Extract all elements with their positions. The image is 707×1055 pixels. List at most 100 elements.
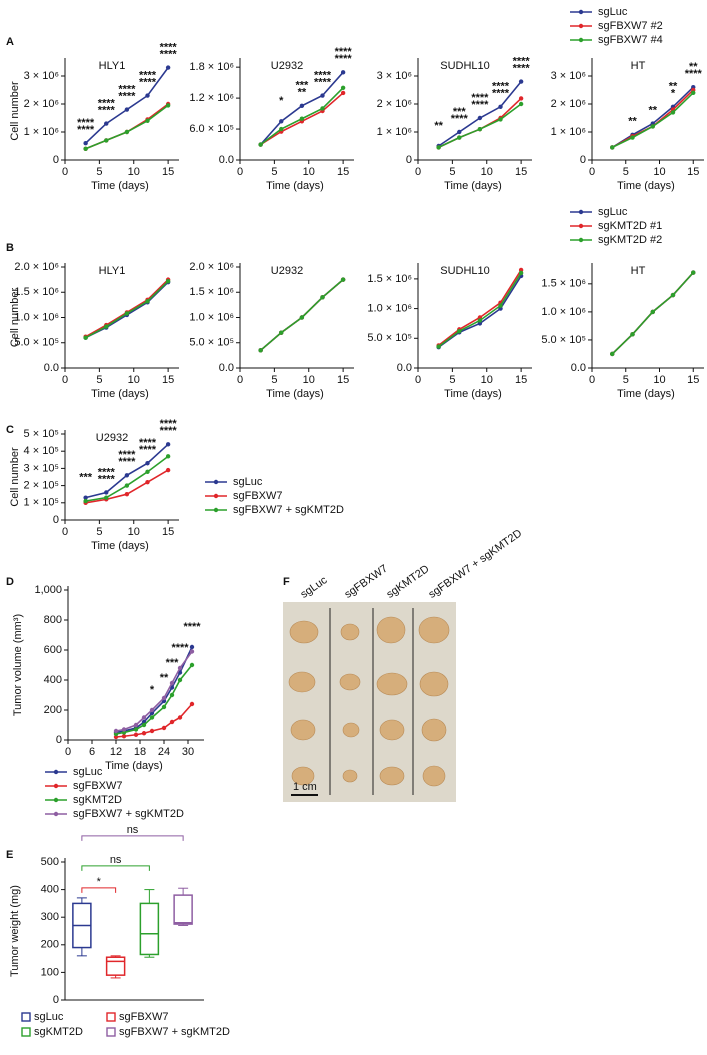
y-tick-label: 5.0 × 10⁵ [14, 337, 59, 349]
x-axis-label: Time (days) [266, 388, 324, 400]
series-line [85, 279, 169, 338]
x-tick-label: 15 [162, 374, 174, 386]
data-point [498, 117, 503, 122]
data-point [83, 146, 88, 151]
y-tick-label: 0.0 [571, 362, 586, 374]
legend-swatch [578, 9, 584, 15]
panel-label: E [6, 849, 13, 861]
data-point [161, 695, 167, 701]
y-axis-label: Tumor weight (mg) [9, 885, 21, 977]
y-tick-label: 500 [41, 856, 59, 868]
chart-title: SUDHL10 [440, 60, 490, 72]
data-point [165, 454, 171, 459]
y-tick-label: 6.0 × 10⁵ [189, 123, 234, 135]
x-tick-label: 10 [128, 374, 140, 386]
x-tick-label: 15 [687, 166, 699, 178]
x-axis-label: Time (days) [91, 180, 149, 192]
significance: **** [513, 56, 531, 68]
data-point [104, 138, 109, 143]
legend-label: sgKMT2D [73, 794, 122, 806]
x-axis-label: Time (days) [444, 388, 502, 400]
x-tick-label: 10 [481, 374, 493, 386]
data-point [165, 278, 171, 284]
y-axis-label: Cell number [9, 447, 21, 507]
y-tick-label: 5.0 × 10⁵ [541, 334, 586, 346]
data-point [169, 719, 175, 725]
y-axis-label: Cell number [9, 81, 21, 141]
data-point [161, 725, 167, 731]
significance: **** [160, 42, 178, 54]
x-axis-label: Time (days) [266, 180, 324, 192]
data-point [518, 101, 524, 107]
significance: **** [513, 63, 531, 75]
data-point [169, 680, 175, 686]
x-tick-label: 10 [128, 526, 140, 538]
data-point [83, 335, 88, 340]
y-tick-label: 4 × 10⁵ [24, 445, 59, 457]
data-point [340, 70, 346, 75]
legend-swatch [213, 507, 219, 513]
data-point [133, 722, 139, 728]
x-tick-label: 15 [337, 166, 349, 178]
panel-label: B [6, 242, 14, 254]
significance: **** [118, 84, 136, 96]
legend-label: sgLuc [598, 206, 628, 218]
significance: **** [118, 449, 136, 461]
photo-dividers [329, 608, 414, 795]
legend-swatch [106, 1027, 116, 1037]
tumors [288, 616, 450, 787]
x-tick-label: 0 [62, 374, 68, 386]
data-point [141, 715, 147, 720]
data-point [83, 141, 88, 146]
x-tick-label: 18 [134, 746, 146, 758]
x-tick-label: 30 [182, 746, 194, 758]
x-axis-label: Time (days) [91, 388, 149, 400]
x-axis-label: Time (days) [617, 388, 675, 400]
legend-label: sgFBXW7 + sgKMT2D [73, 808, 184, 820]
data-point [141, 731, 147, 736]
y-axis-label: Cell number [9, 288, 21, 348]
x-tick-label: 5 [449, 374, 455, 386]
significance: **** [77, 117, 95, 129]
significance: *** [79, 472, 93, 484]
data-point [650, 124, 655, 129]
y-tick-label: 1.0 × 10⁶ [14, 311, 59, 323]
significance: **** [139, 70, 157, 82]
data-point [177, 677, 183, 683]
y-tick-label: 2 × 10⁶ [377, 98, 412, 110]
x-tick-label: 5 [96, 374, 102, 386]
y-tick-label: 1 × 10⁵ [24, 497, 59, 509]
data-point [83, 498, 88, 504]
y-tick-label: 2.0 × 10⁶ [189, 261, 234, 273]
bracket [81, 887, 117, 893]
y-tick-label: 800 [44, 614, 62, 626]
data-point [124, 107, 130, 112]
data-point [299, 315, 305, 320]
y-tick-label: 2 × 10⁶ [24, 98, 59, 110]
chart-title: SUDHL10 [440, 265, 490, 277]
data-point [518, 270, 524, 276]
significance: **** [160, 49, 178, 61]
y-tick-label: 0.0 [44, 362, 59, 374]
data-point [610, 351, 615, 357]
y-tick-label: 0.0 [397, 362, 412, 374]
significance: ** [160, 672, 169, 684]
significance: *** [166, 657, 180, 669]
y-tick-label: 3 × 10⁶ [377, 70, 412, 82]
significance: ** [628, 116, 637, 128]
legend-swatch [213, 479, 219, 485]
significance: **** [471, 92, 489, 104]
data-point [121, 734, 127, 739]
legend-swatch [53, 769, 59, 775]
panel-label: F [283, 576, 290, 588]
legend-swatch [578, 223, 584, 229]
data-point [518, 79, 524, 84]
bracket [81, 835, 184, 841]
photo-label: sgKMT2D [385, 563, 432, 601]
legend-swatch [53, 797, 59, 803]
y-tick-label: 1 × 10⁶ [551, 126, 586, 138]
x-tick-label: 5 [271, 374, 277, 386]
data-point [145, 118, 150, 124]
data-point [145, 469, 150, 475]
